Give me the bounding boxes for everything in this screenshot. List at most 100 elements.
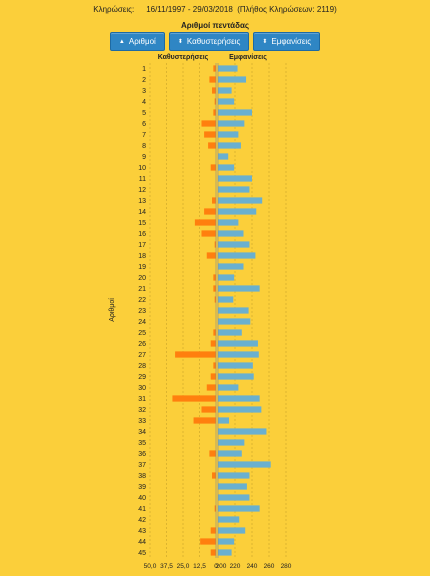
category-label: 8 [142, 143, 146, 150]
category-label: 2 [142, 77, 146, 84]
appearances-tick-label: 280 [281, 563, 292, 570]
appearance-bar [218, 417, 230, 424]
category-label: 18 [138, 253, 146, 260]
appearance-bar [218, 318, 251, 325]
appearance-bar [218, 65, 238, 72]
delay-bar [213, 274, 216, 281]
appearance-bar [218, 142, 241, 149]
appearance-bar [218, 494, 250, 501]
delays-tick-label: 0 [214, 563, 218, 570]
appearance-bar [218, 373, 254, 380]
series-label-delays: Καθυστερήσεις [158, 54, 209, 61]
appearances-tick-label: 220 [230, 563, 241, 570]
category-label: 39 [138, 484, 146, 491]
category-label: 23 [138, 308, 146, 315]
appearance-bar [218, 329, 242, 336]
category-label: 15 [138, 220, 146, 227]
sort-by-delays-button[interactable]: ⬍ Καθυστερήσεις [168, 32, 250, 51]
caret-up-icon: ▲ [118, 38, 125, 45]
appearance-bar [218, 461, 271, 468]
delay-bar [206, 384, 216, 391]
category-label: 25 [138, 330, 146, 337]
sort-toolbar: ▲ Αριθμοί ⬍ Καθυστερήσεις ⬍ Εμφανίσεις [0, 32, 430, 51]
sort-by-delays-label: Καθυστερήσεις [186, 37, 241, 46]
delay-bar [213, 362, 216, 369]
draws-label: Κληρώσεις: [93, 5, 135, 14]
delay-bar [172, 395, 216, 402]
sort-by-number-label: Αριθμοί [128, 37, 156, 46]
sort-by-number-button[interactable]: ▲ Αριθμοί [109, 32, 165, 51]
category-label: 40 [138, 495, 146, 502]
appearance-bar [218, 483, 247, 490]
appearance-bar [218, 186, 250, 193]
appearance-bar [218, 439, 245, 446]
category-label: 42 [138, 517, 146, 524]
delay-bar [204, 208, 216, 215]
appearances-tick-label: 240 [247, 563, 258, 570]
category-label: 37 [138, 462, 146, 469]
category-label: 7 [142, 132, 146, 139]
delay-bar [214, 241, 216, 248]
category-label: 4 [142, 99, 146, 106]
sort-icon: ⬍ [177, 39, 183, 45]
appearance-bar [218, 263, 244, 270]
appearance-bar [218, 274, 235, 281]
delay-bar [206, 252, 216, 259]
draws-date-range: 16/11/1997 - 29/03/2018 [146, 5, 233, 14]
appearance-bar [218, 538, 235, 545]
appearance-bar [218, 175, 252, 182]
category-label: 32 [138, 407, 146, 414]
appearance-bar [218, 351, 259, 358]
category-label: 26 [138, 341, 146, 348]
delay-bar [201, 406, 216, 413]
appearance-bar [218, 252, 256, 259]
appearance-bar [218, 219, 239, 226]
delay-bar [193, 417, 216, 424]
series-label-appearances: Εμφανίσεις [229, 54, 267, 61]
category-label: 12 [138, 187, 146, 194]
delay-bar [210, 373, 216, 380]
delays-tick-label: 25,0 [177, 563, 190, 570]
appearance-bar [218, 208, 257, 215]
category-label: 6 [142, 121, 146, 128]
category-label: 1 [142, 66, 146, 73]
delay-bar [213, 109, 216, 116]
category-label: 22 [138, 297, 146, 304]
category-label: 19 [138, 264, 146, 271]
appearance-bar [218, 516, 240, 523]
appearance-bar [218, 285, 260, 292]
delay-bar [175, 351, 216, 358]
category-label: 21 [138, 286, 146, 293]
delay-bar [213, 329, 216, 336]
delay-bar [210, 527, 216, 534]
appearance-bar [218, 428, 267, 435]
delay-bar [213, 285, 216, 292]
category-label: 31 [138, 396, 146, 403]
delay-bar [210, 340, 216, 347]
chart-title: Αριθμοί πεντάδας [180, 21, 250, 30]
appearance-bar [218, 472, 250, 479]
appearance-bar [218, 164, 235, 171]
delays-tick-label: 50,0 [144, 563, 157, 570]
delay-bar [204, 131, 216, 138]
delays-tick-label: 12,5 [193, 563, 206, 570]
category-label: 30 [138, 385, 146, 392]
appearance-bar [218, 153, 229, 160]
delay-bar [214, 505, 216, 512]
appearances-tick-label: 260 [264, 563, 275, 570]
sort-by-appearances-label: Εμφανίσεις [271, 37, 312, 46]
category-label: 35 [138, 440, 146, 447]
delay-bar [210, 164, 216, 171]
delay-bar [212, 472, 216, 479]
sort-by-appearances-button[interactable]: ⬍ Εμφανίσεις [253, 32, 321, 51]
appearance-bar [218, 527, 246, 534]
delay-bar [209, 76, 216, 83]
appearance-bar [218, 340, 258, 347]
appearance-bar [218, 307, 249, 314]
draws-header: Κληρώσεις: 16/11/1997 - 29/03/2018 (Πλήθο… [0, 5, 430, 14]
category-label: 5 [142, 110, 146, 117]
appearance-bar [218, 549, 232, 556]
category-label: 41 [138, 506, 146, 513]
delay-bar [213, 65, 216, 72]
